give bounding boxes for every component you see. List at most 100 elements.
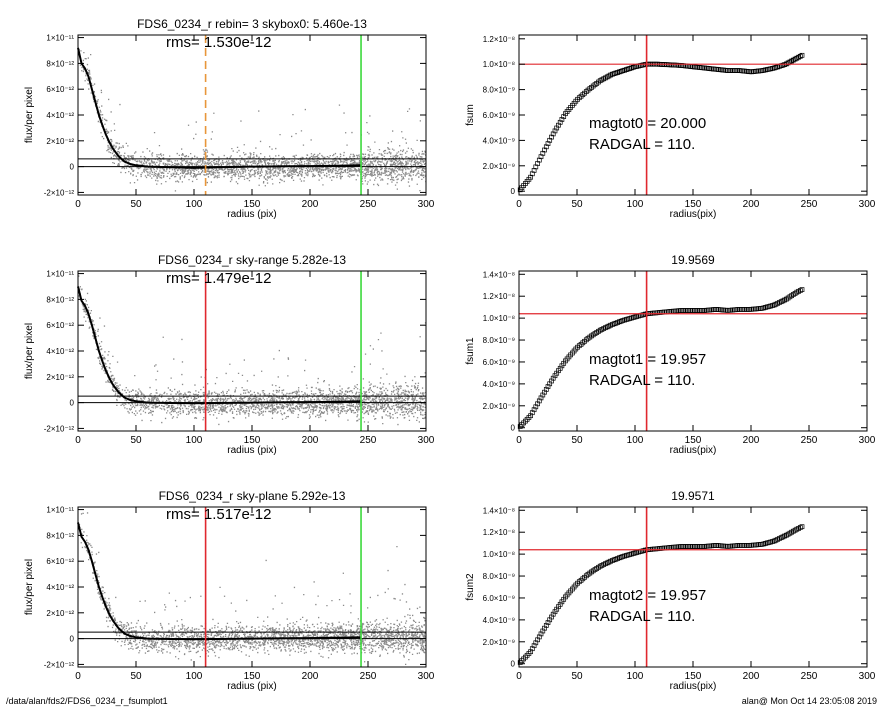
profile-2-panel: 0 50 100 150 200 250 300-2×10⁻¹²02×10⁻¹²4×10⁻¹… <box>24 253 435 456</box>
rms-label: rms= 1.479e-12 <box>166 270 271 287</box>
y-tick-label: -2×10⁻¹² <box>44 188 75 197</box>
y-tick-label: 0 <box>70 163 75 172</box>
plot-title: 19.9571 <box>671 489 715 503</box>
magtot-label: magtot0 = 20.000 <box>589 115 706 132</box>
y-axis-label: fsum1 <box>465 337 476 365</box>
y-tick-label: 2×10⁻¹² <box>46 137 74 146</box>
scatter-points <box>78 49 426 192</box>
x-tick-label: 100 <box>627 671 644 682</box>
x-axis-label: radius(pix) <box>670 209 717 220</box>
x-tick-label: 50 <box>571 671 583 682</box>
x-tick-label: 300 <box>418 671 435 682</box>
y-tick-label: 4×10⁻¹² <box>46 347 74 356</box>
x-tick-label: 150 <box>244 435 261 446</box>
x-tick-label: 0 <box>516 671 522 682</box>
y-tick-label: 8×10⁻¹² <box>46 295 74 304</box>
magtot-label: magtot1 = 19.957 <box>589 351 706 368</box>
y-axis-label: fsum <box>465 104 476 126</box>
growth-point <box>799 524 805 530</box>
scatter-points <box>78 512 426 665</box>
pixel-scatter <box>78 512 426 665</box>
y-tick-label: 2.0×10⁻⁹ <box>483 402 515 411</box>
radgal-label: RADGAL = 110. <box>589 136 695 153</box>
x-tick-label: 100 <box>186 671 203 682</box>
fsum-2-panel: 0 50 100 150 200 250 300 0 2.0×10⁻⁹ 4.0×10⁻⁹ 6.0×1… <box>465 489 876 692</box>
y-tick-label: 1.0×10⁻⁸ <box>483 60 515 69</box>
fsum-1-panel: 0 50 100 150 200 250 300 0 2.0×10⁻⁹ 4.0×10⁻⁹ 6.0×1… <box>465 253 876 456</box>
y-tick-label: 2.0×10⁻⁹ <box>483 638 515 647</box>
y-tick-label: 4.0×10⁻⁹ <box>483 380 515 389</box>
y-tick-label: 2.0×10⁻⁹ <box>483 162 515 171</box>
y-tick-label: 2×10⁻¹² <box>46 609 74 618</box>
plot-title: FDS6_0234_r sky-range 5.282e-13 <box>158 253 346 267</box>
x-tick-label: 150 <box>244 199 261 210</box>
x-tick-label: 250 <box>801 199 818 210</box>
y-tick-label: 0 <box>511 660 516 669</box>
y-tick-label: 8×10⁻¹² <box>46 531 74 540</box>
x-tick-label: 150 <box>685 435 702 446</box>
radgal-label: RADGAL = 110. <box>589 608 695 625</box>
rms-label: rms= 1.530e-12 <box>166 34 271 51</box>
x-tick-label: 0 <box>516 199 522 210</box>
x-tick-label: 150 <box>685 671 702 682</box>
x-tick-label: 200 <box>302 671 319 682</box>
y-tick-label: 8.0×10⁻⁹ <box>483 336 515 345</box>
y-tick-label: 4.0×10⁻⁹ <box>483 616 515 625</box>
y-tick-label: 6.0×10⁻⁹ <box>483 358 515 367</box>
x-tick-label: 150 <box>685 199 702 210</box>
mean-profile-line <box>77 47 362 169</box>
x-tick-label: 200 <box>302 199 319 210</box>
x-tick-label: 250 <box>360 199 377 210</box>
y-tick-label: 1.4×10⁻⁸ <box>483 270 515 279</box>
fsum-0-panel: 0 50 100 150 200 250 300 0 2.0×10⁻⁹ 4.0×10⁻⁹ 6.0×1… <box>465 34 876 220</box>
y-tick-label: 1×10⁻¹¹ <box>46 34 74 43</box>
x-tick-label: 0 <box>75 671 81 682</box>
y-tick-label: 1.0×10⁻⁸ <box>483 550 515 559</box>
x-tick-label: 300 <box>418 199 435 210</box>
x-tick-label: 50 <box>130 671 142 682</box>
rms-label: rms= 1.517e-12 <box>166 506 271 523</box>
x-tick-label: 200 <box>743 199 760 210</box>
footer-timestamp: alan@ Mon Oct 14 23:05:08 2019 <box>741 696 877 706</box>
y-tick-label: 1.2×10⁻⁸ <box>483 528 515 537</box>
y-tick-label: -2×10⁻¹² <box>44 424 75 433</box>
x-tick-label: 0 <box>75 199 81 210</box>
growth-point <box>799 287 805 292</box>
y-tick-label: 6×10⁻¹² <box>46 321 74 330</box>
x-axis-label: radius (pix) <box>227 209 276 220</box>
y-tick-label: 4×10⁻¹² <box>46 111 74 120</box>
y-tick-label: 1×10⁻¹¹ <box>46 506 74 515</box>
x-tick-label: 150 <box>244 671 261 682</box>
plot-title: FDS6_0234_r sky-plane 5.292e-13 <box>159 489 346 503</box>
magtot-label: magtot2 = 19.957 <box>589 587 706 604</box>
mean-profile-line <box>77 522 362 641</box>
x-tick-label: 100 <box>186 199 203 210</box>
x-tick-label: 200 <box>302 435 319 446</box>
x-tick-label: 250 <box>801 671 818 682</box>
x-tick-label: 300 <box>859 671 876 682</box>
x-tick-label: 50 <box>130 435 142 446</box>
y-tick-label: 0 <box>70 399 75 408</box>
y-tick-label: 6.0×10⁻⁹ <box>483 111 515 120</box>
radgal-label: RADGAL = 110. <box>589 372 695 389</box>
y-tick-label: 6×10⁻¹² <box>46 85 74 94</box>
profile-3-panel: 0 50 100 150 200 250 300-2×10⁻¹²02×10⁻¹²4×10⁻¹… <box>24 489 435 692</box>
plot-title: 19.9569 <box>671 253 715 267</box>
x-tick-label: 300 <box>859 199 876 210</box>
x-tick-label: 50 <box>571 435 583 446</box>
pixel-scatter <box>78 49 426 192</box>
y-tick-label: 0 <box>511 187 516 196</box>
y-tick-label: 1.2×10⁻⁸ <box>483 292 515 301</box>
x-tick-label: 250 <box>801 435 818 446</box>
plot-frame <box>77 34 427 196</box>
x-tick-label: 50 <box>130 199 142 210</box>
y-axis-label: flux/per pixel <box>24 323 35 379</box>
y-axis-label: fsum2 <box>465 573 476 601</box>
y-axis-label: flux/per pixel <box>24 559 35 615</box>
footer-file-path: /data/alan/fds2/FDS6_0234_r_fsumplot1 <box>6 696 168 706</box>
y-tick-label: 6.0×10⁻⁹ <box>483 594 515 603</box>
y-tick-label: 4×10⁻¹² <box>46 583 74 592</box>
x-tick-label: 250 <box>360 435 377 446</box>
x-tick-label: 0 <box>516 435 522 446</box>
